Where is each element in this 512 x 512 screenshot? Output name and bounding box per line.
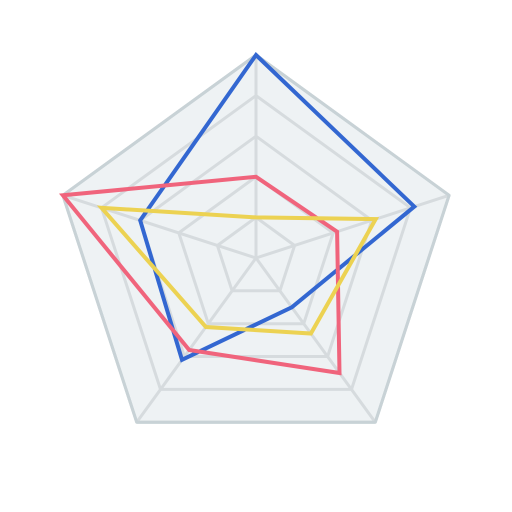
radar-series-2 xyxy=(58,174,342,376)
radar-series-3 xyxy=(96,205,380,336)
radar-spoke-2 xyxy=(255,193,450,260)
radar-outer-border xyxy=(61,53,451,424)
radar-grid-ring-3 xyxy=(138,134,374,358)
radar-spoke-4 xyxy=(135,257,258,424)
radar-series-layer xyxy=(58,51,418,376)
radar-spoke-3 xyxy=(254,257,377,424)
radar-series-1 xyxy=(138,51,418,363)
radar-grid-ring-1 xyxy=(215,215,297,293)
radar-grid xyxy=(61,53,451,424)
radar-spoke-5 xyxy=(62,193,257,260)
